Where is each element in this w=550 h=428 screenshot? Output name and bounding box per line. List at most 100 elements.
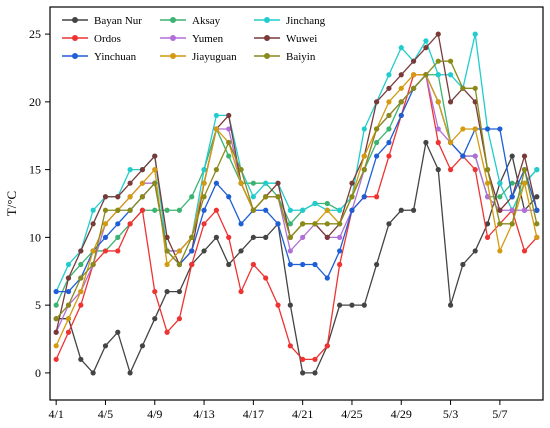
data-point xyxy=(435,31,441,37)
data-point xyxy=(497,194,503,200)
data-point xyxy=(447,302,454,308)
data-point xyxy=(521,167,528,173)
data-point xyxy=(386,126,392,132)
data-point xyxy=(213,112,219,119)
data-point xyxy=(447,99,454,105)
data-point xyxy=(263,180,269,186)
data-point xyxy=(275,221,281,227)
data-point xyxy=(213,180,219,186)
data-point xyxy=(226,261,232,268)
data-point xyxy=(238,167,244,173)
series-line xyxy=(56,140,538,375)
legend-swatch-marker xyxy=(170,53,176,59)
data-point xyxy=(164,329,170,335)
data-point xyxy=(53,316,59,322)
data-point xyxy=(435,99,441,105)
data-point xyxy=(374,99,380,105)
data-point xyxy=(398,207,404,213)
data-point xyxy=(324,200,330,207)
series-line xyxy=(55,74,538,360)
legend-label: Bayan Nur xyxy=(94,15,142,27)
data-point xyxy=(509,207,515,213)
data-point xyxy=(337,207,343,213)
data-point xyxy=(164,288,170,295)
data-point xyxy=(65,261,72,268)
data-point xyxy=(398,85,404,91)
data-point xyxy=(176,316,183,322)
data-point xyxy=(497,180,503,186)
legend-swatch-marker xyxy=(170,17,176,23)
data-point xyxy=(534,221,540,227)
series-line xyxy=(55,33,538,292)
y-tick-label: 0 xyxy=(35,366,41,380)
data-point xyxy=(226,234,232,240)
legend-label: Wuwei xyxy=(286,33,317,45)
data-point xyxy=(447,72,454,78)
data-point xyxy=(410,207,417,213)
legend: Bayan Nur Aksay Jinchang Ordos Yumen Wuwei Yin… xyxy=(56,10,326,68)
data-point xyxy=(238,248,244,254)
data-point xyxy=(238,221,244,227)
data-point xyxy=(275,194,281,200)
data-point xyxy=(189,261,195,268)
data-point xyxy=(226,194,232,200)
data-point xyxy=(521,153,528,159)
data-point xyxy=(447,139,454,146)
data-point xyxy=(324,221,330,227)
data-point xyxy=(497,126,503,132)
data-point xyxy=(460,153,466,159)
data-point xyxy=(287,234,293,240)
legend-swatch-marker xyxy=(264,35,270,41)
data-point xyxy=(53,356,59,362)
data-point xyxy=(127,221,133,227)
data-point xyxy=(78,248,84,254)
data-point xyxy=(213,234,219,240)
data-point xyxy=(484,180,491,186)
data-point xyxy=(300,234,306,240)
data-point xyxy=(324,234,330,240)
y-axis-title: T/°C xyxy=(4,191,19,216)
data-point xyxy=(263,207,269,213)
data-point xyxy=(139,194,146,200)
data-point xyxy=(410,72,417,78)
data-point xyxy=(226,112,232,119)
data-point xyxy=(300,207,306,213)
data-point xyxy=(312,221,318,227)
data-point xyxy=(250,194,256,200)
x-tick-label: 4/13 xyxy=(193,407,214,421)
series-baiyin xyxy=(53,58,540,322)
legend-label: Yumen xyxy=(192,33,224,45)
data-point xyxy=(374,139,380,146)
data-point xyxy=(275,302,281,308)
y-tick-label: 10 xyxy=(29,230,41,244)
data-point xyxy=(484,221,491,227)
data-point xyxy=(189,194,195,200)
data-point xyxy=(312,261,318,268)
legend-item: Ordos xyxy=(62,33,121,45)
data-point xyxy=(337,234,343,240)
data-point xyxy=(472,85,478,91)
data-point xyxy=(201,248,207,254)
data-point xyxy=(250,207,256,213)
data-point xyxy=(386,99,392,105)
data-point xyxy=(521,248,528,254)
data-point xyxy=(324,343,330,349)
x-tick-label: 5/3 xyxy=(443,407,458,421)
data-point xyxy=(250,234,256,240)
data-point xyxy=(90,221,96,227)
x-tick-label: 4/29 xyxy=(391,407,412,421)
data-point xyxy=(386,139,392,146)
data-point xyxy=(300,221,306,227)
data-point xyxy=(361,167,367,173)
data-point xyxy=(127,370,133,376)
data-point xyxy=(472,167,478,173)
data-point xyxy=(201,221,207,227)
data-point xyxy=(337,221,343,227)
data-point xyxy=(164,234,170,240)
data-point xyxy=(435,126,441,132)
data-point xyxy=(152,167,158,173)
legend-item: Aksay xyxy=(160,15,221,27)
data-point xyxy=(447,58,454,64)
legend-swatch-marker xyxy=(264,53,270,59)
data-point xyxy=(423,45,429,51)
